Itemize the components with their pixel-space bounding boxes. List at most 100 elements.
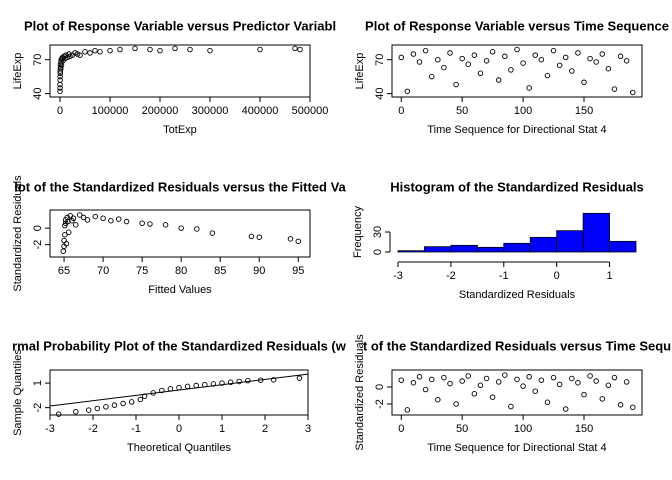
- x-tick-label: -3: [45, 423, 55, 435]
- x-axis-label: Standardized Residuals: [459, 289, 576, 301]
- point: [410, 379, 417, 386]
- bar: [424, 246, 452, 253]
- point: [495, 77, 502, 83]
- point: [398, 54, 405, 61]
- point: [73, 222, 79, 228]
- point: [187, 46, 193, 53]
- x-tick-label: 150: [575, 105, 593, 117]
- point: [100, 215, 106, 221]
- point: [207, 47, 213, 54]
- point: [520, 383, 526, 389]
- point: [194, 226, 200, 232]
- point: [62, 231, 68, 238]
- y-tick-label: 40: [32, 87, 44, 99]
- y-tick-label: 1: [32, 380, 44, 386]
- point: [532, 52, 539, 58]
- x-tick-label: 100: [514, 105, 532, 117]
- point: [132, 45, 138, 52]
- point: [569, 375, 575, 382]
- y-tick-label: 0: [374, 384, 386, 390]
- x-tick-label: 400000: [242, 105, 279, 117]
- point: [441, 374, 447, 381]
- point: [70, 215, 77, 221]
- panel: t of the Standardized Residuals versus T…: [354, 334, 671, 454]
- point: [87, 50, 93, 56]
- x-tick-label: -2: [446, 270, 456, 282]
- point: [441, 64, 447, 71]
- point: [593, 59, 599, 65]
- panel-title: t of the Standardized Residuals versus T…: [363, 338, 671, 353]
- point: [63, 241, 70, 247]
- panel-title: lot of the Standardized Residuals versus…: [14, 179, 346, 194]
- point: [256, 234, 262, 240]
- bar: [556, 230, 584, 253]
- point: [245, 377, 251, 384]
- point: [428, 376, 435, 383]
- point: [209, 230, 216, 236]
- point: [447, 50, 453, 56]
- point: [556, 381, 563, 388]
- point: [404, 407, 411, 413]
- point: [236, 378, 242, 385]
- x-tick-label: 0: [176, 423, 182, 435]
- point: [532, 388, 539, 394]
- panel-title: rmal Probability Plot of the Standardize…: [12, 338, 347, 353]
- panel-title: Plot of Response Variable versus Predict…: [24, 18, 336, 33]
- point: [453, 401, 459, 407]
- point: [178, 225, 184, 231]
- point: [107, 47, 113, 54]
- point: [57, 68, 63, 74]
- point: [526, 374, 532, 380]
- point: [617, 53, 624, 60]
- point: [92, 47, 98, 54]
- point: [508, 67, 514, 73]
- point: [404, 88, 411, 95]
- x-tick-label: 50: [456, 423, 468, 435]
- point: [514, 46, 520, 53]
- y-axis-label: Standardized Residuals: [12, 175, 24, 292]
- x-tick-label: 0: [554, 270, 560, 282]
- point: [538, 377, 545, 383]
- x-tick-label: 1: [606, 270, 612, 282]
- point: [435, 396, 441, 403]
- y-tick-label: -2: [32, 403, 44, 413]
- panel-title: Plot of Response Variable versus Time Se…: [365, 18, 669, 33]
- x-tick-label: 1: [219, 423, 225, 435]
- x-tick-label: 300000: [192, 105, 229, 117]
- point: [287, 236, 294, 242]
- y-tick-label: 30: [372, 226, 384, 238]
- point: [172, 45, 178, 52]
- point: [599, 396, 606, 402]
- point: [65, 218, 71, 225]
- bar: [476, 246, 505, 253]
- y-tick-label: 40: [374, 87, 386, 99]
- x-tick-label: -3: [393, 270, 403, 282]
- point: [526, 85, 532, 91]
- point: [162, 222, 169, 228]
- x-tick-label: 95: [292, 265, 304, 277]
- point: [544, 72, 551, 79]
- point: [117, 46, 123, 53]
- x-tick-label: 90: [253, 265, 265, 277]
- point: [416, 59, 423, 65]
- point: [508, 403, 514, 410]
- plot-box: [49, 209, 311, 258]
- x-tick-label: 100: [514, 423, 532, 435]
- x-axis-label: Theoretical Quantiles: [127, 442, 231, 454]
- point: [85, 407, 92, 413]
- point: [94, 405, 101, 412]
- point: [176, 384, 182, 391]
- point: [447, 380, 453, 387]
- x-tick-label: 75: [136, 265, 148, 277]
- bar: [529, 236, 558, 253]
- point: [623, 379, 630, 385]
- point: [587, 55, 593, 62]
- panel-title: Histogram of the Standardized Residuals: [390, 179, 644, 194]
- point: [147, 221, 153, 227]
- reference-line: [50, 373, 308, 407]
- point: [248, 233, 255, 240]
- point: [435, 56, 441, 63]
- x-axis-label: TotExp: [163, 124, 197, 136]
- point: [115, 216, 122, 222]
- y-tick-label: 70: [374, 54, 386, 66]
